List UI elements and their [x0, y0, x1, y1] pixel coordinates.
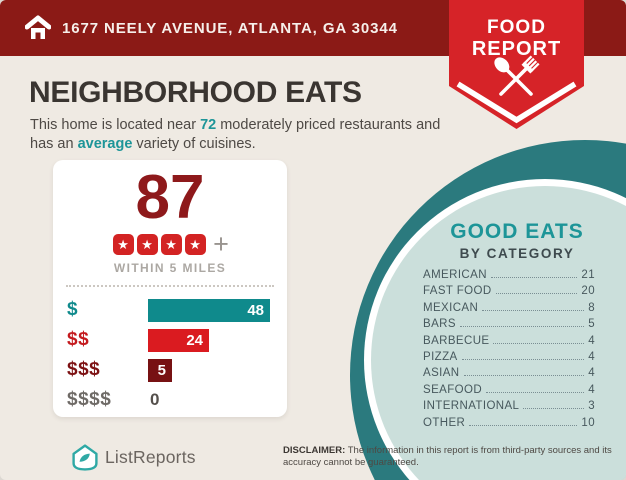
- category-row: INTERNATIONAL 3: [423, 400, 595, 416]
- price-level-label: $$$$: [67, 389, 112, 410]
- bar-value-zero: 0: [150, 390, 160, 409]
- intro-line1-text: This home is located near: [30, 117, 201, 133]
- home-icon: [25, 15, 51, 39]
- bar-area: 0: [148, 390, 274, 410]
- category-value: 3: [588, 400, 595, 413]
- listreports-logo-icon: [72, 444, 98, 471]
- category-label: BARS: [423, 318, 456, 331]
- good-eats-subtitle: BY CATEGORY: [459, 246, 575, 261]
- dotted-leader: [490, 277, 578, 278]
- bar: 24: [148, 328, 209, 352]
- category-row: OTHER 10: [423, 417, 595, 433]
- bar-area: 5: [148, 358, 274, 382]
- category-value: 4: [588, 334, 595, 347]
- price-level-bar-chart: $48 $$ 24 $$$ 5 $$$$ 0: [53, 293, 287, 415]
- price-level-label: $: [67, 299, 79, 320]
- category-row: FAST FOOD 20: [423, 285, 595, 301]
- bar: 5: [148, 358, 172, 382]
- chart-row: $$ 24: [67, 325, 287, 355]
- bar-value: 24: [186, 331, 203, 349]
- star-icon: ★: [136, 233, 158, 255]
- category-row: MEXICAN 8: [423, 302, 595, 318]
- good-eats-header: GOOD EATS BY CATEGORY: [419, 220, 615, 261]
- category-label: OTHER: [423, 416, 466, 429]
- bar-value: 48: [247, 301, 264, 319]
- star-icon: ★: [160, 233, 182, 255]
- category-label: MEXICAN: [423, 301, 479, 314]
- listreports-brand: ListReports: [72, 444, 196, 471]
- category-value: 20: [581, 285, 595, 298]
- score-card: 87 ★ ★ ★ ★ + WITHIN 5 MILES $48 $$ 24 $$$ 5 $$$$ 0: [53, 160, 287, 417]
- category-row: ASIAN 4: [423, 367, 595, 383]
- category-label: AMERICAN: [423, 269, 487, 281]
- chart-row: $48: [67, 295, 287, 325]
- good-eats-title: GOOD EATS: [450, 220, 584, 243]
- dotted-leader: [459, 326, 585, 328]
- dotted-leader: [482, 309, 585, 311]
- category-list: AMERICAN 21 FAST FOOD 20 MEXICAN 8 BARS 5 BARBEC…: [423, 269, 595, 433]
- radius-label: WITHIN 5 MILES: [113, 261, 227, 275]
- restaurant-count: 72: [200, 117, 217, 133]
- brand-name: ListReports: [105, 447, 196, 467]
- intro-line1-text2: moderately priced restaurants and: [216, 117, 441, 133]
- category-label: BARBECUE: [423, 334, 490, 347]
- dotted-leader: [493, 342, 585, 344]
- badge-line1: FOOD: [487, 17, 546, 38]
- dotted-leader: [486, 391, 585, 393]
- bar-area: 24: [148, 328, 274, 352]
- plus-icon: +: [213, 228, 229, 259]
- star-rating: ★ ★ ★ ★ +: [53, 228, 287, 259]
- chart-row: $$$$ 0: [67, 385, 287, 415]
- star-icon: ★: [184, 233, 206, 255]
- category-row: AMERICAN 21: [423, 269, 595, 285]
- category-label: PIZZA: [423, 350, 458, 363]
- category-value: 4: [588, 383, 595, 396]
- category-row: SEAFOOD 4: [423, 384, 595, 400]
- category-label: INTERNATIONAL: [423, 400, 520, 413]
- intro-line2: has an average variety of cuisines.: [30, 135, 440, 154]
- spoon-fork-icon: [494, 55, 540, 96]
- intro-line2-text: has an: [30, 136, 78, 152]
- category-value: 10: [581, 416, 595, 429]
- disclaimer-text: The information in this report is from t…: [283, 445, 612, 468]
- dotted-leader: [469, 424, 578, 426]
- bar: 48: [148, 298, 270, 322]
- category-value: 21: [581, 269, 595, 281]
- intro-text: This home is located near 72 moderately …: [30, 116, 440, 154]
- intro-line2-text2: variety of cuisines.: [132, 136, 256, 152]
- category-label: ASIAN: [423, 367, 460, 380]
- category-label: FAST FOOD: [423, 285, 492, 298]
- star-icon: ★: [112, 233, 134, 255]
- restaurant-score: 87: [135, 163, 205, 232]
- category-label: SEAFOOD: [423, 383, 483, 396]
- price-level-label: $$$: [67, 359, 101, 380]
- category-row: PIZZA 4: [423, 351, 595, 367]
- disclaimer-label: DISCLAIMER:: [283, 445, 346, 456]
- category-value: 5: [588, 318, 595, 331]
- category-value: 4: [588, 350, 595, 363]
- food-report-badge: FOOD REPORT: [449, 0, 584, 129]
- dotted-leader: [463, 375, 585, 377]
- category-row: BARS 5: [423, 318, 595, 334]
- disclaimer: DISCLAIMER: The information in this repo…: [283, 445, 613, 469]
- dotted-leader: [495, 293, 578, 295]
- dotted-leader: [461, 358, 585, 360]
- bar-area: 48: [148, 298, 274, 322]
- category-value: 4: [588, 367, 595, 380]
- chart-row: $$$ 5: [67, 355, 287, 385]
- page-title: NEIGHBORHOOD EATS: [29, 76, 362, 109]
- property-address: 1677 NEELY AVENUE, ATLANTA, GA 30344: [62, 19, 398, 37]
- category-value: 8: [588, 301, 595, 314]
- price-level-label: $$: [67, 329, 90, 350]
- dotted-divider: [66, 285, 274, 287]
- badge-line2: REPORT: [472, 38, 561, 60]
- bar-value: 5: [157, 361, 166, 379]
- variety-highlight: average: [77, 136, 133, 152]
- category-row: BARBECUE 4: [423, 335, 595, 351]
- dotted-leader: [523, 408, 585, 410]
- intro-line1: This home is located near 72 moderately …: [30, 116, 440, 135]
